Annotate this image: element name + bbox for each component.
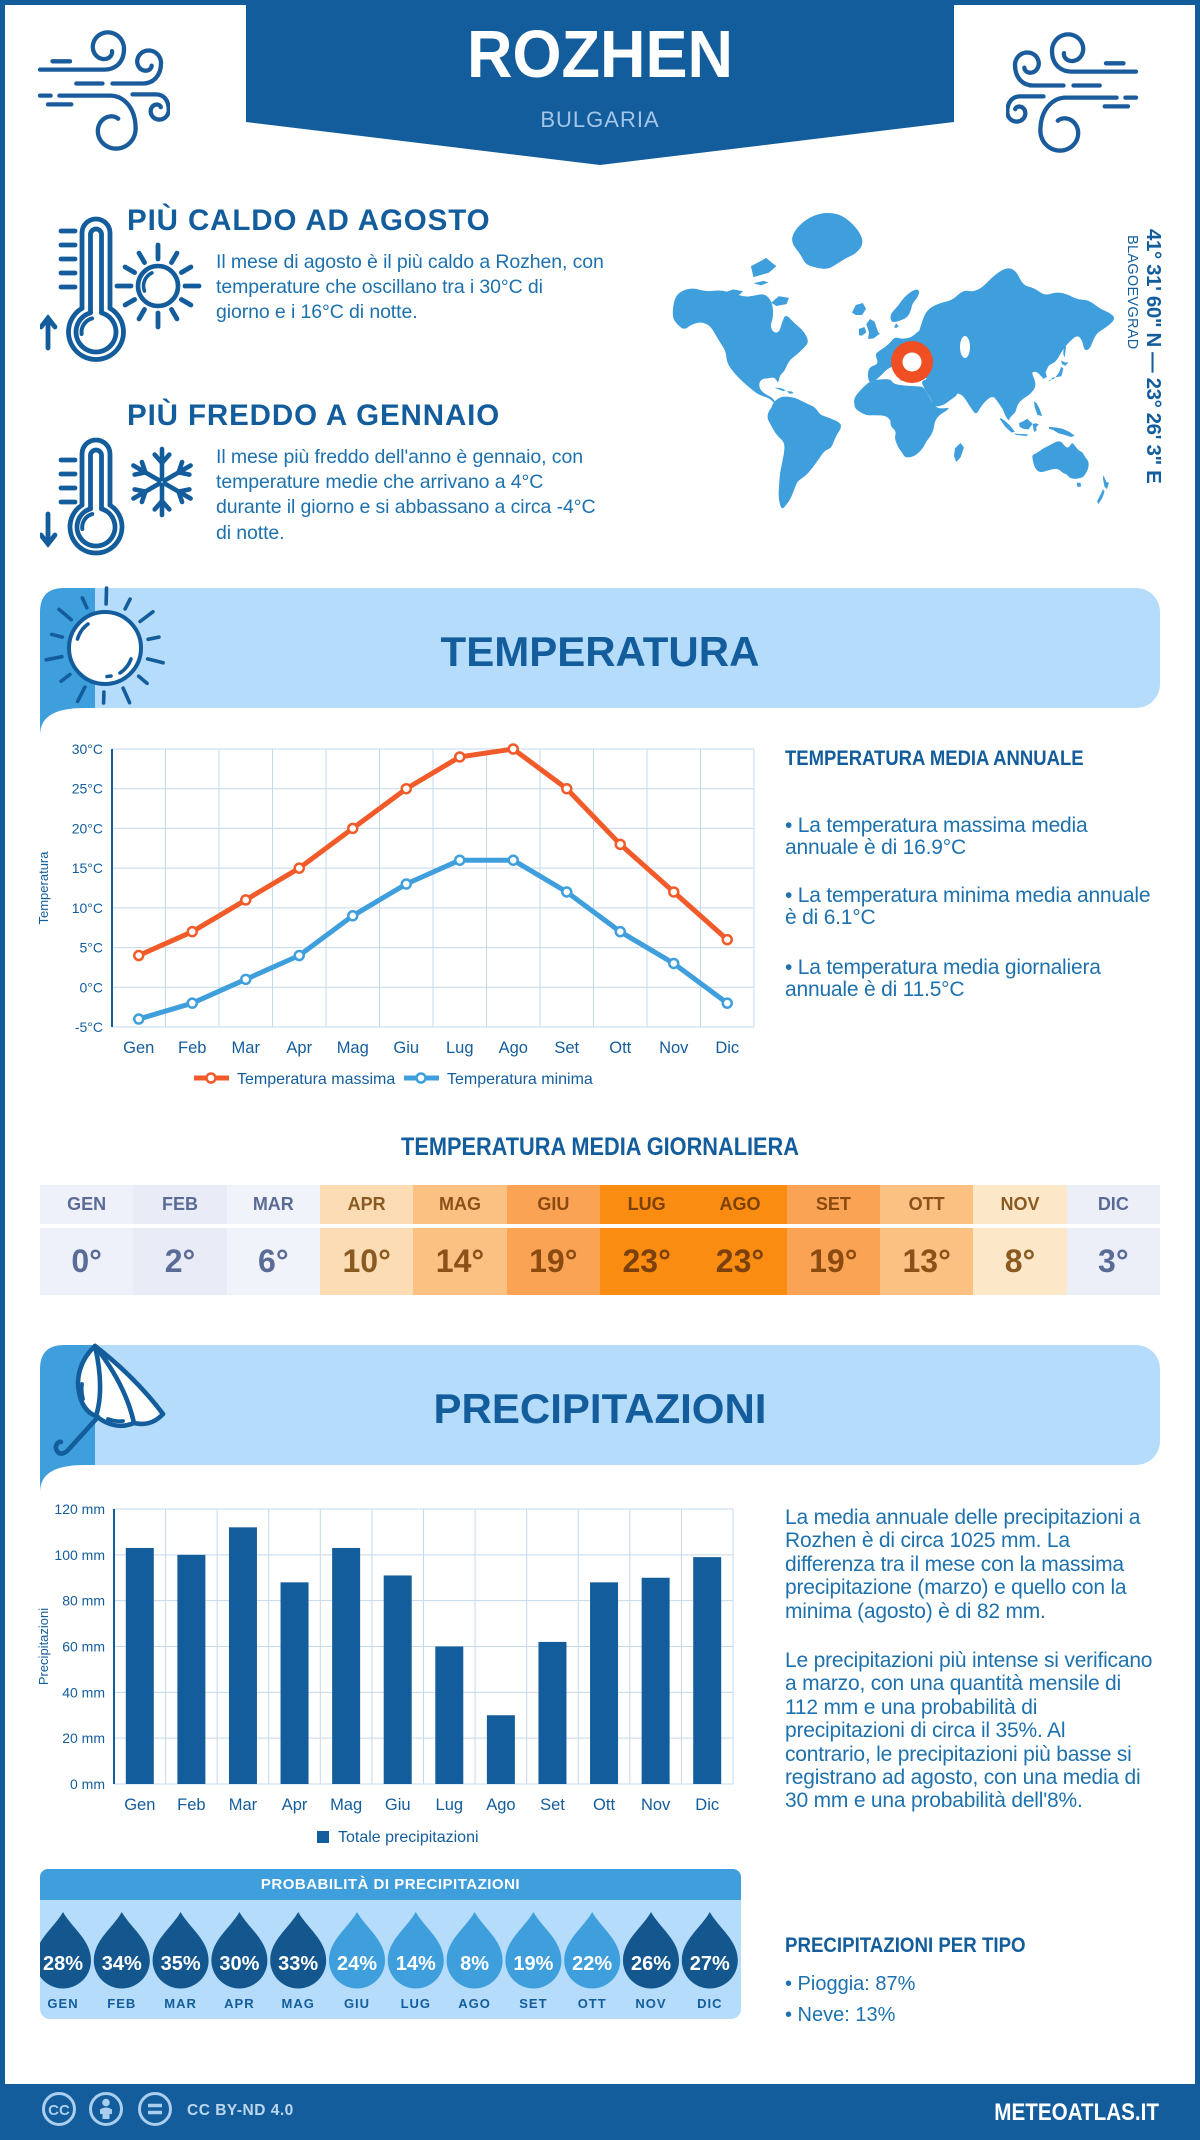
svg-text:Dic: Dic bbox=[695, 1796, 719, 1814]
svg-text:8%: 8% bbox=[460, 1953, 489, 1975]
svg-text:Ott: Ott bbox=[609, 1039, 631, 1057]
svg-text:Apr: Apr bbox=[286, 1039, 312, 1057]
svg-text:Feb: Feb bbox=[178, 1039, 206, 1057]
svg-text:0°C: 0°C bbox=[80, 979, 104, 995]
svg-text:Apr: Apr bbox=[282, 1796, 308, 1814]
svg-text:Feb: Feb bbox=[177, 1796, 205, 1814]
svg-text:80 mm: 80 mm bbox=[62, 1593, 105, 1609]
svg-text:MAG: MAG bbox=[282, 1996, 315, 2011]
svg-text:LUG: LUG bbox=[401, 1996, 431, 2011]
svg-text:-5°C: -5°C bbox=[75, 1019, 103, 1035]
svg-text:Temperatura minima: Temperatura minima bbox=[447, 1071, 593, 1088]
svg-text:Dic: Dic bbox=[715, 1039, 739, 1057]
svg-text:Lug: Lug bbox=[446, 1039, 474, 1057]
svg-text:5°C: 5°C bbox=[80, 940, 104, 956]
svg-text:24%: 24% bbox=[337, 1953, 377, 1975]
svg-text:Lug: Lug bbox=[436, 1796, 464, 1814]
svg-text:Temperatura: Temperatura bbox=[36, 851, 51, 925]
svg-text:100 mm: 100 mm bbox=[54, 1547, 105, 1563]
svg-text:OTT: OTT bbox=[578, 1996, 607, 2011]
svg-text:AGO: AGO bbox=[458, 1996, 491, 2011]
svg-text:Mar: Mar bbox=[229, 1796, 258, 1814]
svg-text:NOV: NOV bbox=[635, 1996, 666, 2011]
svg-text:19%: 19% bbox=[513, 1953, 553, 1975]
svg-text:Set: Set bbox=[554, 1039, 579, 1057]
svg-text:APR: APR bbox=[224, 1996, 254, 2011]
svg-text:Mag: Mag bbox=[330, 1796, 362, 1814]
svg-text:20°C: 20°C bbox=[72, 820, 103, 836]
svg-text:Totale precipitazioni: Totale precipitazioni bbox=[338, 1829, 479, 1846]
svg-text:30%: 30% bbox=[219, 1953, 259, 1975]
svg-text:28%: 28% bbox=[43, 1953, 83, 1975]
svg-text:CC: CC bbox=[48, 2102, 70, 2119]
svg-text:10°C: 10°C bbox=[72, 900, 103, 916]
svg-text:Temperatura massima: Temperatura massima bbox=[237, 1071, 395, 1088]
svg-text:35%: 35% bbox=[161, 1953, 201, 1975]
svg-text:Gen: Gen bbox=[124, 1796, 155, 1814]
svg-text:GIU: GIU bbox=[344, 1996, 370, 2011]
svg-text:60 mm: 60 mm bbox=[62, 1639, 105, 1655]
svg-text:Nov: Nov bbox=[641, 1796, 671, 1814]
svg-text:Ott: Ott bbox=[593, 1796, 615, 1814]
svg-text:120 mm: 120 mm bbox=[54, 1501, 105, 1517]
svg-text:20 mm: 20 mm bbox=[62, 1730, 105, 1746]
svg-text:Gen: Gen bbox=[123, 1039, 154, 1057]
svg-text:GEN: GEN bbox=[47, 1996, 78, 2011]
svg-text:33%: 33% bbox=[278, 1953, 318, 1975]
svg-text:Mar: Mar bbox=[232, 1039, 261, 1057]
svg-text:30°C: 30°C bbox=[72, 741, 103, 757]
svg-text:25°C: 25°C bbox=[72, 781, 103, 797]
svg-text:DIC: DIC bbox=[697, 1996, 722, 2011]
svg-text:15°C: 15°C bbox=[72, 860, 103, 876]
svg-text:FEB: FEB bbox=[107, 1996, 136, 2011]
svg-text:Mag: Mag bbox=[337, 1039, 369, 1057]
svg-text:0 mm: 0 mm bbox=[70, 1776, 105, 1792]
svg-text:Giu: Giu bbox=[393, 1039, 419, 1057]
svg-text:14%: 14% bbox=[396, 1953, 436, 1975]
svg-text:Giu: Giu bbox=[385, 1796, 411, 1814]
svg-text:26%: 26% bbox=[631, 1953, 671, 1975]
svg-text:Ago: Ago bbox=[499, 1039, 528, 1057]
svg-text:34%: 34% bbox=[102, 1953, 142, 1975]
svg-text:Nov: Nov bbox=[659, 1039, 689, 1057]
svg-text:22%: 22% bbox=[572, 1953, 612, 1975]
svg-text:27%: 27% bbox=[690, 1953, 730, 1975]
svg-text:MAR: MAR bbox=[164, 1996, 197, 2011]
svg-text:Set: Set bbox=[540, 1796, 565, 1814]
svg-text:Precipitazioni: Precipitazioni bbox=[36, 1608, 51, 1685]
svg-text:Ago: Ago bbox=[486, 1796, 515, 1814]
svg-text:40 mm: 40 mm bbox=[62, 1684, 105, 1700]
svg-text:SET: SET bbox=[519, 1996, 547, 2011]
